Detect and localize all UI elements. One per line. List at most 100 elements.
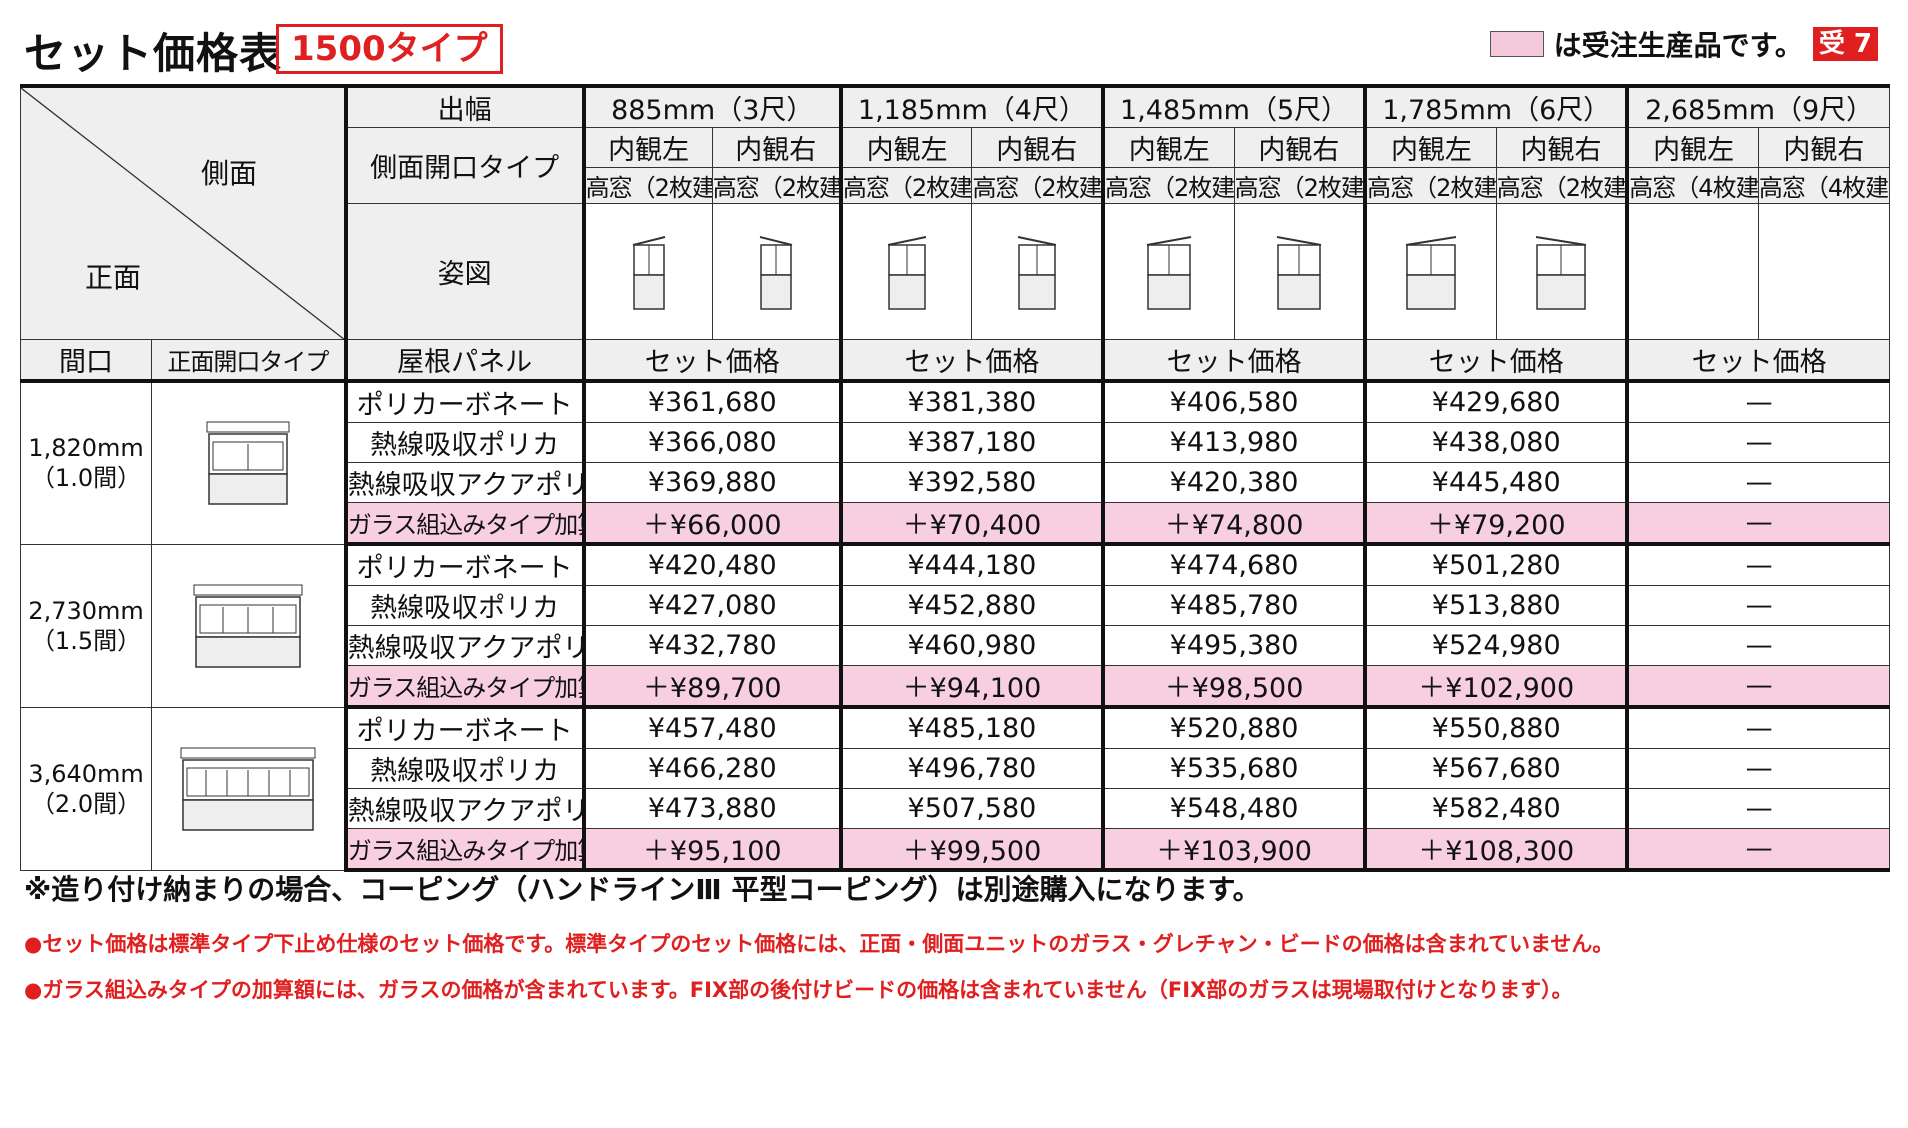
price-cell: ¥582,480 [1363,788,1628,829]
sideroom-side-figure [1406,235,1457,310]
price-cell: ¥548,480 [1101,788,1366,829]
price-cell: ¥485,180 [838,706,1104,749]
set-price-label: セット価格 [838,339,1104,383]
roof-type: 熱線吸収アクアポリカ [343,788,585,829]
side-type: 内観左 [1363,127,1497,168]
price-cell: — [1625,625,1891,666]
price-cell: — [1625,462,1891,503]
price-cell: ¥535,680 [1101,748,1366,789]
price-cell: ¥473,880 [581,788,842,829]
price-table: 側面 正面 出幅 885mm（3尺） 1,185mm（4尺） 1,485mm（5尺） 1… [19,84,1891,872]
price-cell: ＋¥66,000 [581,502,842,546]
side-window-type: 高窓（2枚建） [971,167,1104,204]
price-cell: ¥567,680 [1363,748,1628,789]
roof-type: 熱線吸収ポリカ [343,422,585,463]
side-window-type: 高窓（4枚建） [1625,167,1759,204]
figure-cell [971,203,1104,340]
price-cell: ¥427,080 [581,585,842,626]
frontage-ken: （1.0間） [30,464,142,493]
price-cell: ¥460,980 [838,625,1104,666]
set-price-label: セット価格 [1363,339,1628,383]
price-cell: — [1625,788,1891,829]
set-price-label: セット価格 [1101,339,1366,383]
price-cell: — [1625,828,1891,872]
frontage-label: 間口 [19,339,153,383]
note-bullet-2: ●ガラス組込みタイプの加算額には、ガラスの価格が含まれています。FIX部の後付け… [24,978,1573,1002]
legend: は受注生産品です。 受 7 [1489,24,1878,64]
page-title: セット価格表 [24,29,283,78]
set-price-label: セット価格 [581,339,842,383]
price-cell: ¥485,780 [1101,585,1366,626]
frontage-size: 2,730mm [28,596,144,625]
front-figure-cell [151,706,347,871]
frontage-cell: 2,730mm （1.5間） [19,543,153,708]
price-cell: ＋¥95,100 [581,828,842,872]
sideroom-side-figure [759,235,793,310]
frontage-cell: 1,820mm （1.0間） [19,380,153,545]
roof-type: ガラス組込みタイプ加算額 [343,502,585,546]
price-cell: ¥495,380 [1101,625,1366,666]
roof-type: 熱線吸収アクアポリカ [343,462,585,503]
roof-type: ポリカーボネート [343,380,585,423]
price-cell: ¥496,780 [838,748,1104,789]
corner-cell: 側面 正面 [19,84,347,340]
price-cell: ¥507,580 [838,788,1104,829]
front-figure-cell [151,543,347,708]
width-header: 1,485mm（5尺） [1101,84,1366,128]
roof-type: 熱線吸収ポリカ [343,585,585,626]
price-cell: — [1625,502,1891,546]
price-cell: — [1625,748,1891,789]
side-window-type: 高窓（2枚建） [1363,167,1497,204]
price-cell: ¥420,480 [581,543,842,586]
price-cell: ¥438,080 [1363,422,1628,463]
width-header: 885mm（3尺） [581,84,842,128]
sideroom-side-figure [1147,235,1192,310]
price-cell: ¥420,380 [1101,462,1366,503]
front-figure-cell [151,380,347,545]
roof-type: ポリカーボネート [343,706,585,749]
frontage-size: 1,820mm [28,434,144,463]
width-label: 出幅 [343,84,585,128]
price-cell: ¥381,380 [838,380,1104,423]
side-type: 内観左 [1625,127,1759,168]
price-cell: ¥445,480 [1363,462,1628,503]
price-cell: ¥466,280 [581,748,842,789]
price-cell: ¥501,280 [1363,543,1628,586]
width-header: 2,685mm（9尺） [1625,84,1891,128]
price-cell: ＋¥94,100 [838,665,1104,709]
figure-cell [1757,203,1891,340]
type-badge: 1500タイプ [276,24,503,74]
note-bullet-1: ●セット価格は標準タイプ下止め仕様のセット価格です。標準タイプのセット価格には、… [24,932,1614,956]
roof-type: ガラス組込みタイプ加算額 [343,665,585,709]
price-cell: ¥452,880 [838,585,1104,626]
sideroom-front-figure [206,421,290,505]
side-type: 内観右 [971,127,1104,168]
price-cell: ¥429,680 [1363,380,1628,423]
price-cell: ＋¥102,900 [1363,665,1628,709]
frontage-cell: 3,640mm （2.0間） [19,706,153,871]
side-type: 内観右 [711,127,842,168]
price-cell: ¥520,880 [1101,706,1366,749]
price-cell: ＋¥70,400 [838,502,1104,546]
side-window-type: 高窓（2枚建） [711,167,842,204]
side-type: 内観左 [581,127,713,168]
price-cell: ¥413,980 [1101,422,1366,463]
price-cell: ¥550,880 [1363,706,1628,749]
width-header: 1,185mm（4尺） [838,84,1104,128]
frontage-ken: （1.5間） [30,626,142,655]
roof-type: ガラス組込みタイプ加算額 [343,828,585,872]
side-open-label: 側面開口タイプ [343,127,585,204]
roof-type: 熱線吸収アクアポリカ [343,625,585,666]
price-cell: ＋¥79,200 [1363,502,1628,546]
price-cell: ¥387,180 [838,422,1104,463]
side-type: 内観左 [838,127,973,168]
figure-cell [1363,203,1497,340]
price-cell: ＋¥103,900 [1101,828,1366,872]
sideroom-front-figure [180,747,316,831]
legend-swatch [1489,31,1544,57]
side-window-type: 高窓（2枚建） [1495,167,1628,204]
sideroom-side-figure [1017,235,1056,310]
price-cell: ＋¥108,300 [1363,828,1628,872]
price-cell: ¥369,880 [581,462,842,503]
side-type: 内観右 [1233,127,1366,168]
